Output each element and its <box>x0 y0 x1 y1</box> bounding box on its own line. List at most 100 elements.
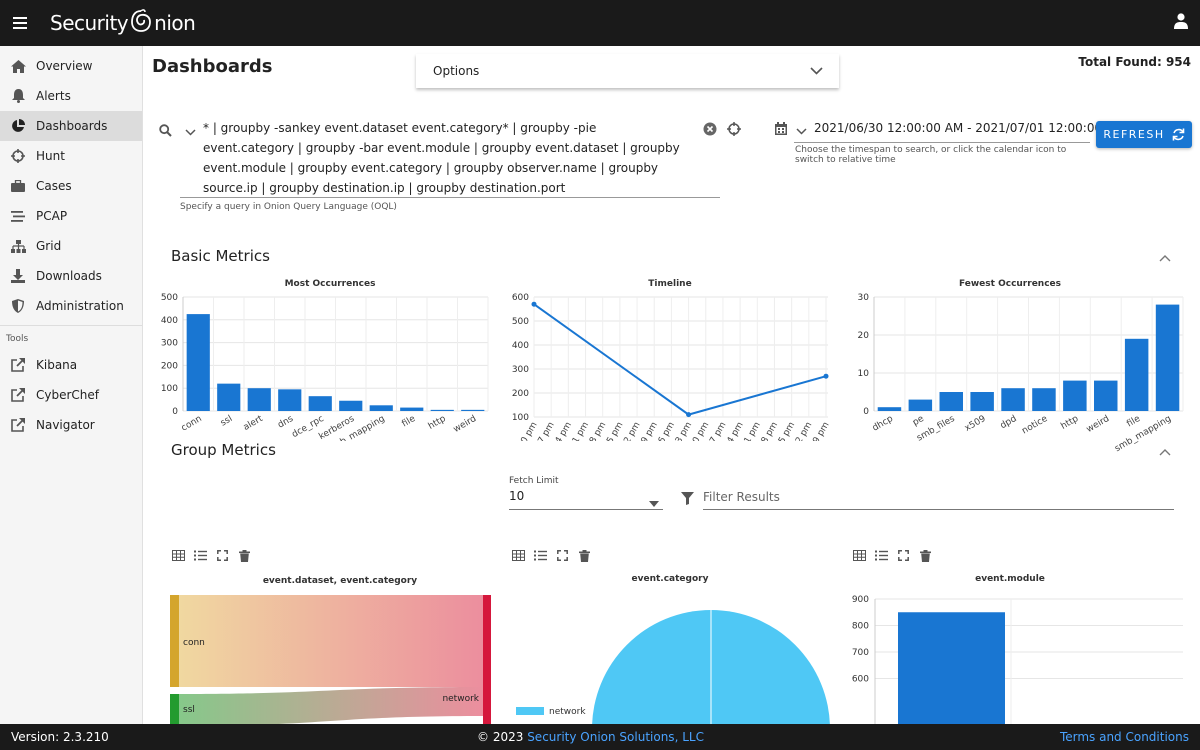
company-link[interactable]: Security Onion Solutions, LLC <box>527 730 704 744</box>
sidebar-item-label: Hunt <box>36 149 65 163</box>
group-metrics-title: Group Metrics <box>171 441 276 459</box>
bar-dhcp <box>877 407 902 411</box>
y-tick-label: 0 <box>172 407 178 417</box>
sidebar-item-administration[interactable]: Administration <box>0 291 142 321</box>
stream-icon <box>10 208 26 224</box>
sidebar-item-pcap[interactable]: PCAP <box>0 201 142 231</box>
calendar-icon[interactable] <box>775 122 787 138</box>
bar-smb_mapping <box>1155 304 1180 411</box>
sidebar-divider <box>0 325 142 326</box>
bar-file <box>400 407 424 411</box>
list-icon[interactable] <box>874 548 889 563</box>
y-tick-label: 600 <box>852 675 869 685</box>
crosshairs-icon[interactable] <box>727 122 741 139</box>
sidebar-item-downloads[interactable]: Downloads <box>0 261 142 291</box>
y-tick-label: 100 <box>512 413 529 423</box>
sankey-node-ssl <box>170 694 179 724</box>
sidebar-item-kibana[interactable]: Kibana <box>0 350 142 380</box>
sankey-chart: conn ssl network <box>170 595 491 724</box>
bar-weird <box>1094 380 1118 411</box>
y-tick-label: 600 <box>512 293 529 303</box>
query-hint: Specify a query in Onion Query Language … <box>180 202 397 212</box>
bar-zeek <box>898 612 1005 724</box>
bar-file <box>1124 338 1149 411</box>
bar-notice <box>1032 388 1056 411</box>
chevron-down-icon[interactable] <box>796 124 807 138</box>
x-tick-label: http <box>1059 414 1080 432</box>
y-tick-label: 700 <box>852 648 869 658</box>
timeline-point <box>823 373 829 379</box>
expand-icon[interactable] <box>896 548 911 563</box>
chevron-up-icon[interactable] <box>1159 251 1171 265</box>
chevron-down-icon[interactable] <box>185 125 196 139</box>
bar-pe <box>908 399 933 411</box>
chart-title-event-module: event.module <box>975 574 1045 584</box>
list-icon[interactable] <box>533 548 548 563</box>
refresh-label: REFRESH <box>1103 128 1165 141</box>
pie-legend-swatch <box>516 707 544 715</box>
y-tick-label: 400 <box>512 341 529 351</box>
table-icon[interactable] <box>171 548 186 563</box>
bar-http <box>1063 380 1087 411</box>
group-toolbar-pie <box>511 548 592 563</box>
filter-icon <box>681 492 694 508</box>
date-range-input[interactable]: 2021/06/30 12:00:00 AM - 2021/07/01 12:0… <box>814 121 1103 135</box>
onion-swirl-icon <box>130 8 152 38</box>
sidebar-item-grid[interactable]: Grid <box>0 231 142 261</box>
tools-header: Tools <box>6 334 29 344</box>
list-icon[interactable] <box>193 548 208 563</box>
query-underline <box>180 197 720 198</box>
sidebar-item-overview[interactable]: Overview <box>0 51 142 81</box>
sidebar-item-hunt[interactable]: Hunt <box>0 141 142 171</box>
options-label: Options <box>433 64 480 78</box>
table-icon[interactable] <box>511 548 526 563</box>
query-input[interactable]: * | groupby -sankey event.dataset event.… <box>203 121 680 195</box>
sidebar: Overview Alerts Dashboards Hunt Cases PC… <box>0 46 143 724</box>
table-icon[interactable] <box>852 548 867 563</box>
x-tick-label: http <box>427 414 448 432</box>
x-tick-label: conn <box>180 414 204 434</box>
refresh-button[interactable]: REFRESH <box>1096 121 1192 148</box>
options-panel[interactable]: Options <box>416 54 839 88</box>
chart-title-most-occurrences: Most Occurrences <box>284 279 376 289</box>
briefcase-icon <box>10 178 26 194</box>
chevron-up-icon[interactable] <box>1159 445 1171 459</box>
group-toolbar-sankey <box>171 548 252 563</box>
filter-results-input[interactable]: Filter Results <box>703 490 780 504</box>
y-tick-label: 800 <box>852 622 869 632</box>
search-icon[interactable] <box>159 124 172 140</box>
fetch-limit-select[interactable]: Fetch Limit 10 <box>509 476 663 510</box>
total-found: Total Found: 954 <box>1078 55 1191 69</box>
crosshairs-icon <box>10 148 26 164</box>
sidebar-item-cyberchef[interactable]: CyberChef <box>0 380 142 410</box>
brand-text-left: Security <box>50 11 129 35</box>
menu-icon[interactable] <box>0 0 40 46</box>
y-tick-label: 10 <box>858 369 870 379</box>
refresh-icon <box>1172 128 1184 141</box>
bar-http <box>430 409 454 411</box>
sidebar-item-alerts[interactable]: Alerts <box>0 81 142 111</box>
bar-x509 <box>970 392 994 411</box>
external-link-icon <box>10 387 26 403</box>
clear-icon[interactable] <box>703 122 717 139</box>
trash-icon[interactable] <box>577 548 592 563</box>
trash-icon[interactable] <box>918 548 933 563</box>
security-onion-logo[interactable]: Security nion <box>50 8 196 38</box>
expand-icon[interactable] <box>555 548 570 563</box>
copyright-prefix: © 2023 <box>477 730 524 744</box>
x-tick-label: alert <box>242 414 265 433</box>
basic-metrics-title: Basic Metrics <box>171 247 270 265</box>
trash-icon[interactable] <box>237 548 252 563</box>
pie-chart-icon <box>10 118 26 134</box>
sidebar-item-navigator[interactable]: Navigator <box>0 410 142 440</box>
user-account-icon[interactable] <box>1174 13 1188 32</box>
bar-kerberos <box>339 400 363 411</box>
terms-link[interactable]: Terms and Conditions <box>1059 730 1189 744</box>
sidebar-item-dashboards[interactable]: Dashboards <box>0 111 142 141</box>
x-tick-label: dns <box>276 414 295 431</box>
expand-icon[interactable] <box>215 548 230 563</box>
y-tick-label: 500 <box>512 317 529 327</box>
sidebar-item-cases[interactable]: Cases <box>0 171 142 201</box>
